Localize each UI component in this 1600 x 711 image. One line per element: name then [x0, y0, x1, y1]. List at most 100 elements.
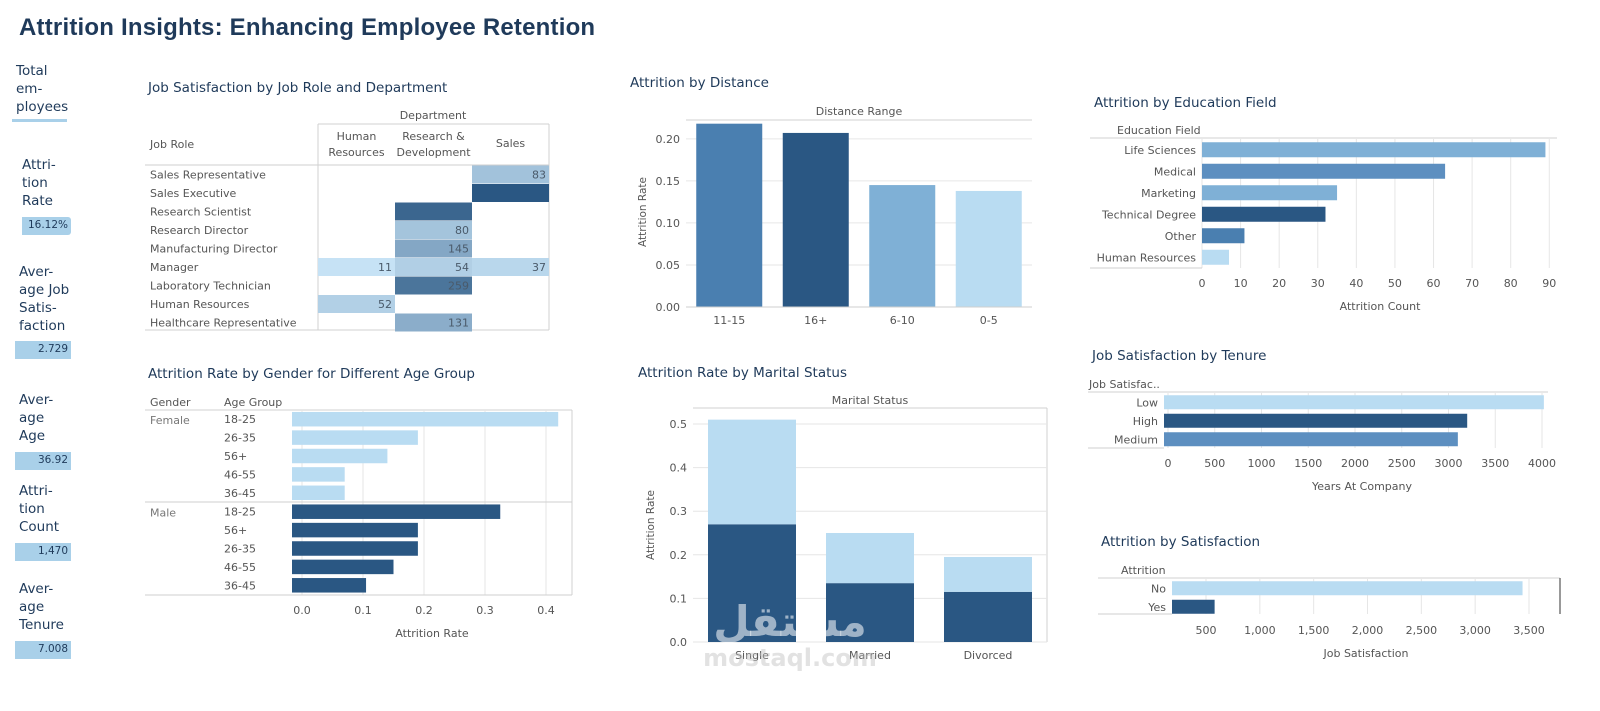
- marital-ytick-label: 0.4: [670, 462, 688, 475]
- kpi-job-satisfaction-label: Aver- age Job Satis- faction: [19, 264, 70, 334]
- gender-age-bar: [292, 411, 559, 427]
- distance-ylabel: Attrition Rate: [637, 177, 649, 247]
- heatmap-cell: [395, 276, 472, 295]
- heatmap-row-label: Manufacturing Director: [150, 243, 278, 256]
- distance-ytick-label: 0.15: [656, 175, 681, 188]
- distance-chart-title: Attrition by Distance: [630, 75, 769, 91]
- heatmap-row-label: Manager: [150, 261, 199, 274]
- heatmap-row-label: Healthcare Representative: [150, 317, 297, 330]
- satisfaction-row-label: No: [1151, 582, 1166, 595]
- education-xtick-label: 30: [1311, 277, 1325, 290]
- distance-xtick-label: 16+: [804, 314, 827, 327]
- education-xtick-label: 40: [1349, 277, 1363, 290]
- marital-ytick-label: 0.1: [670, 592, 688, 605]
- heatmap-cell: [472, 258, 549, 276]
- education-xlabel: Attrition Count: [1340, 300, 1421, 313]
- heatmap-cell: [472, 184, 549, 202]
- education-xtick-label: 20: [1272, 277, 1286, 290]
- gender-group-label: Male: [150, 507, 176, 520]
- marital-bar-segment: [944, 591, 1032, 642]
- education-row-header: Education Field: [1117, 124, 1201, 137]
- heatmap-cell-label: 80: [455, 224, 469, 237]
- marital-bar-segment: [826, 533, 914, 584]
- education-xtick-label: 80: [1504, 277, 1518, 290]
- marital-xtick-label: Married: [849, 649, 891, 662]
- education-xtick-label: 10: [1234, 277, 1248, 290]
- tenure-xtick-label: 1000: [1248, 457, 1276, 470]
- heatmap-cell: [395, 239, 472, 258]
- marital-ylabel: Attrition Rate: [645, 490, 657, 560]
- gender-age-xtick-label: 0.4: [537, 604, 555, 617]
- heatmap-cell: [395, 221, 472, 239]
- heatmap-column-header: Research &: [402, 130, 465, 143]
- satisfaction-xtick-label: 2,500: [1406, 624, 1438, 637]
- heatmap-column-header: Development: [396, 146, 471, 159]
- marital-ytick-label: 0.2: [670, 549, 688, 562]
- education-bar: [1202, 249, 1230, 265]
- gender-age-bar: [292, 485, 345, 501]
- education-chart-title: Attrition by Education Field: [1094, 95, 1277, 111]
- heatmap-row-label: Laboratory Technician: [150, 280, 271, 293]
- heatmap-row-label: Research Scientist: [150, 206, 252, 219]
- kpi-total-employees-label: Total em- ployees: [16, 63, 69, 115]
- satisfaction-chart-title: Attrition by Satisfaction: [1101, 534, 1261, 550]
- education-row-label: Medical: [1154, 165, 1196, 178]
- dashboard-title: Attrition Insights: Enhancing Employee R…: [19, 14, 596, 41]
- heatmap-cell-label: 52: [378, 298, 392, 311]
- marital-column-label: Marital Status: [832, 394, 909, 407]
- distance-bar: [696, 123, 763, 307]
- gender-age-xtick-label: 0.0: [293, 604, 311, 617]
- education-xtick-label: 60: [1427, 277, 1441, 290]
- kpi-attrition-count-label: Attri- tion Count: [19, 483, 60, 535]
- heatmap-column-header: Sales: [496, 137, 526, 150]
- gender-age-bar: [292, 522, 418, 538]
- education-bar: [1202, 228, 1245, 244]
- tenure-xtick-label: 2500: [1388, 457, 1416, 470]
- satisfaction-xtick-label: 2,000: [1352, 624, 1384, 637]
- heatmap-cell: [318, 295, 395, 313]
- gender-age-xlabel: Attrition Rate: [395, 627, 469, 640]
- marital-bar-segment: [944, 556, 1032, 592]
- distance-column-label: Distance Range: [816, 105, 903, 118]
- tenure-xtick-label: 3000: [1435, 457, 1463, 470]
- heatmap-cell-label: 37: [532, 261, 546, 274]
- kpi-attrition-rate-value: 16.12%: [22, 217, 71, 235]
- gender-age-bar: [292, 578, 367, 593]
- marital-ytick-label: 0.3: [670, 505, 688, 518]
- tenure-xtick-label: 500: [1204, 457, 1225, 470]
- gender-age-row-label: 56+: [224, 450, 247, 463]
- heatmap-cell-label: 83: [532, 169, 546, 182]
- tenure-row-header: Job Satisfac..: [1088, 378, 1160, 391]
- gender-age-row-label: 18-25: [224, 506, 256, 519]
- distance-ytick-label: 0.05: [656, 259, 681, 272]
- heatmap-department-label: Department: [400, 109, 467, 122]
- education-bar: [1202, 142, 1546, 158]
- education-xtick-label: 70: [1465, 277, 1479, 290]
- distance-ytick-label: 0.00: [656, 301, 681, 314]
- gender-age-row-label: 26-35: [224, 543, 256, 556]
- education-bar: [1202, 206, 1326, 222]
- satisfaction-bar: [1172, 599, 1215, 614]
- education-row-label: Human Resources: [1097, 251, 1197, 264]
- marital-bar-segment: [826, 583, 914, 642]
- tenure-bar: [1164, 413, 1468, 428]
- satisfaction-row-header: Attrition: [1121, 564, 1166, 577]
- gender-age-header-gender: Gender: [150, 396, 191, 409]
- distance-xtick-label: 0-5: [980, 314, 998, 327]
- heatmap-column-header: Resources: [328, 146, 384, 159]
- tenure-chart-title: Job Satisfaction by Tenure: [1092, 348, 1267, 364]
- marital-chart-title: Attrition Rate by Marital Status: [638, 365, 847, 381]
- gender-age-xtick-label: 0.3: [476, 604, 494, 617]
- kpi-job-satisfaction-value: 2.729: [15, 341, 71, 359]
- education-row-label: Marketing: [1141, 187, 1196, 200]
- tenure-row-label: Medium: [1114, 433, 1158, 446]
- kpi-average-age-label: Aver- age Age: [19, 392, 54, 444]
- gender-age-row-label: 26-35: [224, 432, 256, 445]
- heatmap-cell-label: 11: [378, 261, 392, 274]
- tenure-row-label: High: [1133, 415, 1158, 428]
- gender-age-row-label: 56+: [224, 524, 247, 537]
- gender-age-xtick-label: 0.1: [354, 604, 372, 617]
- distance-xtick-label: 6-10: [890, 314, 915, 327]
- marital-bar-segment: [708, 419, 796, 525]
